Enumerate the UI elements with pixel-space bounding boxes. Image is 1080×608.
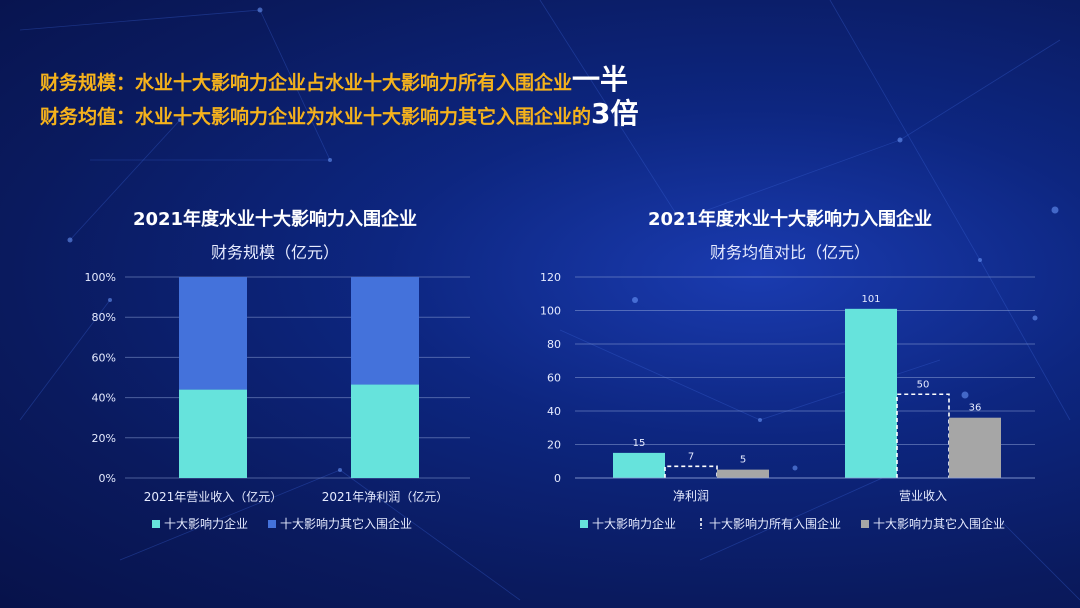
- right-y-tick-label: 40: [547, 405, 561, 418]
- left-chart-title: 2021年度水业十大影响力入围企业: [132, 209, 418, 230]
- left-bar-segment: [179, 389, 247, 478]
- headline-scale-label: 财务规模：: [40, 72, 136, 94]
- right-data-label: 5: [740, 455, 746, 466]
- right-chart-title: 2021年度水业十大影响力入围企业: [647, 209, 933, 230]
- left-x-tick-label: 2021年营业收入（亿元）: [144, 489, 283, 504]
- left-x-tick-label: 2021年净利润（亿元）: [322, 489, 449, 504]
- right-legend-label: 十大影响力所有入围企业: [709, 516, 841, 531]
- right-bar: [717, 469, 769, 478]
- right-legend-label: 十大影响力企业: [592, 516, 676, 531]
- left-bar-segment: [351, 277, 419, 385]
- right-data-label: 7: [688, 451, 694, 462]
- left-y-tick-label: 100%: [85, 271, 116, 284]
- right-bar: [613, 452, 665, 478]
- right-y-tick-label: 60: [547, 372, 561, 385]
- left-y-tick-label: 60%: [92, 351, 116, 364]
- right-y-tick-label: 100: [540, 305, 561, 318]
- right-bar: [845, 308, 897, 478]
- left-legend-label: 十大影响力其它入围企业: [280, 516, 412, 531]
- headline-scale: 财务规模：水业十大影响力企业占水业十大影响力所有入围企业一半: [40, 58, 628, 98]
- right-x-tick-label: 净利润: [673, 489, 709, 503]
- right-bar: [664, 465, 718, 478]
- right-y-tick-label: 120: [540, 271, 561, 284]
- left-y-tick-label: 40%: [92, 392, 116, 405]
- right-data-label: 15: [633, 438, 646, 449]
- headline-average-emphasis: 3倍: [591, 97, 639, 130]
- left-y-tick-label: 80%: [92, 311, 116, 324]
- right-y-tick-label: 20: [547, 439, 561, 452]
- left-y-tick-label: 0%: [99, 472, 116, 485]
- right-legend-swatch: [861, 520, 869, 528]
- right-y-tick-label: 80: [547, 338, 561, 351]
- right-data-label: 50: [917, 379, 930, 390]
- right-bar: [896, 393, 950, 478]
- left-legend-swatch: [268, 520, 276, 528]
- headline-average-text: 水业十大影响力企业为水业十大影响力其它入围企业的: [135, 106, 592, 128]
- left-legend-label: 十大影响力企业: [164, 516, 248, 531]
- right-legend-label: 十大影响力其它入围企业: [873, 516, 1005, 531]
- headline-average: 财务均值：水业十大影响力企业为水业十大影响力其它入围企业的3倍: [40, 92, 639, 132]
- left-bar-segment: [179, 277, 247, 390]
- left-bar-segment: [351, 384, 419, 478]
- left-y-tick-label: 20%: [92, 432, 116, 445]
- right-data-label: 36: [969, 403, 982, 414]
- right-data-label: 101: [861, 294, 880, 305]
- right-bar: [949, 417, 1001, 478]
- headline-scale-text: 水业十大影响力企业占水业十大影响力所有入围企业: [135, 72, 573, 94]
- left-legend-swatch: [152, 520, 160, 528]
- right-y-tick-label: 0: [554, 472, 561, 485]
- right-legend-swatch: [580, 520, 588, 528]
- right-chart-subtitle: 财务均值对比（亿元）: [709, 243, 870, 262]
- left-chart-subtitle: 财务规模（亿元）: [210, 243, 339, 262]
- headline-average-label: 财务均值：: [40, 106, 136, 128]
- headline-scale-emphasis: 一半: [572, 63, 629, 96]
- right-x-tick-label: 营业收入: [899, 489, 947, 503]
